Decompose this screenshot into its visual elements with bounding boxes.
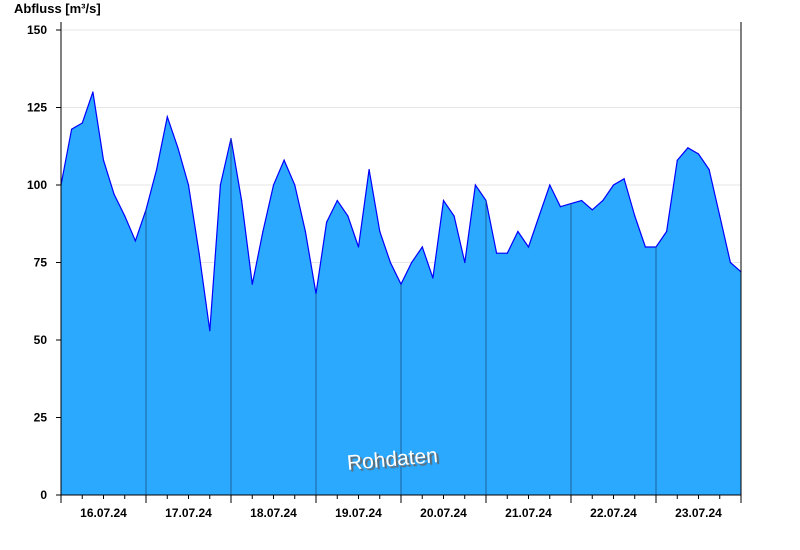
x-tick-label: 16.07.24	[80, 506, 127, 520]
y-tick-label: 100	[27, 178, 47, 192]
data-point	[251, 283, 253, 285]
data-point	[527, 246, 530, 248]
y-tick-label: 150	[27, 23, 47, 37]
data-point	[113, 193, 115, 195]
data-point	[283, 159, 285, 161]
data-point	[474, 184, 476, 186]
data-point	[581, 199, 583, 202]
x-tick-label: 18.07.24	[250, 506, 297, 520]
y-axis-label: Abfluss [m³/s]	[14, 1, 101, 16]
x-tick-label: 21.07.24	[505, 506, 552, 520]
data-point	[304, 230, 306, 233]
data-point	[634, 215, 636, 217]
data-point	[719, 215, 721, 217]
data-point	[379, 230, 381, 233]
data-point	[496, 252, 498, 254]
data-point	[326, 221, 328, 223]
data-point	[676, 159, 678, 161]
data-point	[453, 215, 455, 217]
data-point	[134, 240, 136, 242]
data-point	[666, 230, 668, 233]
data-point	[549, 184, 551, 186]
data-point	[421, 246, 423, 248]
data-point	[623, 178, 625, 180]
data-point	[262, 230, 264, 233]
y-tick-label: 50	[34, 333, 48, 347]
data-point	[591, 209, 593, 211]
data-point	[697, 153, 700, 155]
data-point	[517, 230, 519, 233]
x-tick-label: 17.07.24	[165, 506, 212, 520]
data-point	[187, 184, 190, 186]
data-point	[357, 246, 360, 248]
data-point	[389, 261, 391, 264]
data-point	[336, 199, 338, 202]
data-point	[71, 128, 73, 130]
y-tick-label: 125	[27, 101, 47, 115]
data-point	[347, 215, 349, 217]
y-tick-label: 0	[40, 488, 47, 502]
data-point	[538, 215, 540, 217]
data-point	[209, 330, 211, 332]
data-point	[124, 215, 126, 217]
data-point	[644, 246, 646, 248]
data-point	[368, 168, 370, 171]
x-tick-label: 19.07.24	[335, 506, 382, 520]
data-point	[102, 159, 105, 161]
data-point	[219, 184, 221, 186]
data-point	[241, 199, 243, 202]
y-tick-label: 75	[34, 256, 48, 270]
data-point	[198, 252, 200, 254]
data-point	[729, 261, 731, 264]
data-point	[272, 184, 275, 186]
data-point	[464, 261, 466, 264]
data-point	[506, 252, 508, 254]
data-point	[708, 168, 710, 171]
x-tick-label: 22.07.24	[590, 506, 637, 520]
data-point	[177, 147, 179, 149]
data-point	[166, 116, 168, 118]
data-point	[559, 206, 561, 208]
data-point	[442, 199, 445, 202]
data-point	[156, 168, 158, 171]
data-point	[92, 91, 94, 93]
data-point	[294, 184, 296, 186]
y-tick-label: 25	[34, 411, 48, 425]
data-point	[602, 199, 604, 202]
x-tick-label: 23.07.24	[675, 506, 722, 520]
data-point	[411, 261, 413, 264]
data-point	[432, 277, 434, 279]
x-tick-label: 20.07.24	[420, 506, 467, 520]
data-point	[81, 122, 83, 124]
data-point	[687, 147, 689, 149]
data-point	[612, 184, 615, 186]
